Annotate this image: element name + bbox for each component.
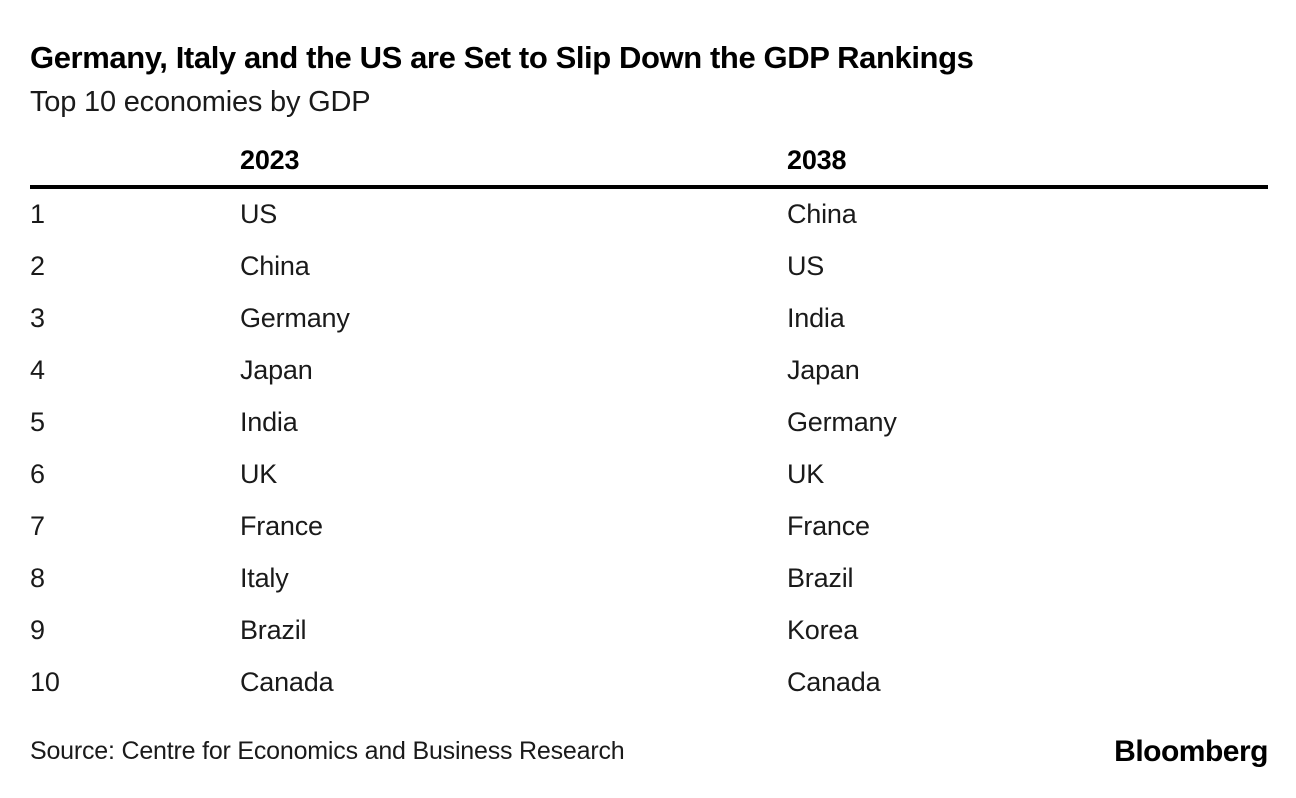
table-row: 9 Brazil Korea: [30, 605, 1268, 657]
economy-2038-cell: India: [787, 303, 845, 334]
economy-2023-cell: Japan: [240, 355, 313, 386]
rank-cell: 5: [30, 407, 45, 438]
rank-cell: 8: [30, 563, 45, 594]
table-row: 8 Italy Brazil: [30, 553, 1268, 605]
economy-2038-cell: UK: [787, 459, 825, 490]
column-header-2038: 2038: [787, 144, 847, 175]
economy-2038-cell: France: [787, 511, 870, 542]
economy-2023-cell: US: [240, 199, 278, 230]
economy-2023-cell: Germany: [240, 303, 350, 334]
source-note: Source: Centre for Economics and Busines…: [30, 737, 625, 766]
gdp-rankings-table: 2023 2038 1 US China 2 China US 3 German…: [30, 145, 1268, 709]
economy-2023-cell: Canada: [240, 667, 334, 698]
rank-cell: 2: [30, 251, 45, 282]
chart-title: Germany, Italy and the US are Set to Sli…: [30, 40, 974, 75]
economy-2023-cell: Italy: [240, 563, 289, 594]
chart-footer: Source: Centre for Economics and Busines…: [30, 731, 1268, 773]
economy-2038-cell: China: [787, 199, 857, 230]
table-row: 10 Canada Canada: [30, 657, 1268, 709]
economy-2038-cell: Germany: [787, 407, 897, 438]
economy-2023-cell: UK: [240, 459, 278, 490]
rank-cell: 3: [30, 303, 45, 334]
rank-cell: 4: [30, 355, 45, 386]
economy-2023-cell: China: [240, 251, 310, 282]
table-row: 1 US China: [30, 189, 1268, 241]
column-header-2023: 2023: [240, 144, 300, 175]
economy-2038-cell: Canada: [787, 667, 881, 698]
bloomberg-logo: Bloomberg: [1114, 734, 1268, 768]
rank-cell: 7: [30, 511, 45, 542]
chart-subtitle: Top 10 economies by GDP: [30, 85, 371, 118]
table-row: 3 Germany India: [30, 293, 1268, 345]
rank-cell: 1: [30, 199, 45, 230]
economy-2038-cell: US: [787, 251, 825, 282]
table-row: 7 France France: [30, 501, 1268, 553]
economy-2023-cell: France: [240, 511, 323, 542]
economy-2023-cell: India: [240, 407, 298, 438]
economy-2038-cell: Japan: [787, 355, 860, 386]
rank-cell: 10: [30, 667, 60, 698]
economy-2023-cell: Brazil: [240, 615, 307, 646]
economy-2038-cell: Korea: [787, 615, 859, 646]
table-row: 2 China US: [30, 241, 1268, 293]
economy-2038-cell: Brazil: [787, 563, 854, 594]
rank-cell: 6: [30, 459, 45, 490]
table-header-row: 2023 2038: [30, 145, 1268, 189]
table-row: 5 India Germany: [30, 397, 1268, 449]
table-row: 6 UK UK: [30, 449, 1268, 501]
table-row: 4 Japan Japan: [30, 345, 1268, 397]
rank-cell: 9: [30, 615, 45, 646]
